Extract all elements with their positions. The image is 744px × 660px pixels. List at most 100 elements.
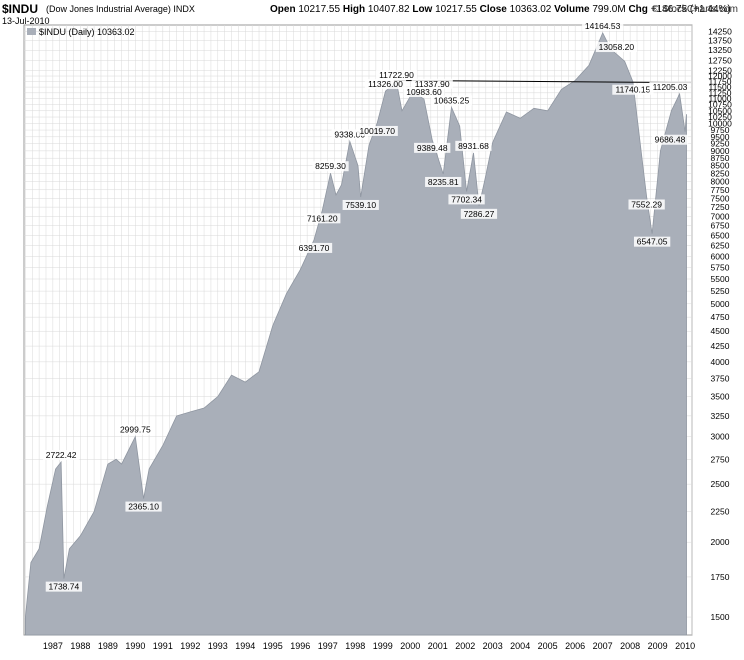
y-tick-label: 12250	[708, 66, 732, 76]
annotation-label: 9389.48	[417, 143, 448, 153]
annotation-label: 8931.68	[458, 141, 489, 151]
annotation-bg	[342, 199, 379, 210]
y-tick-label: 4500	[711, 326, 730, 336]
annotation-label: 6547.05	[637, 237, 668, 247]
x-tick-label: 2005	[538, 641, 558, 651]
annotations: 2722.42 1738.74 2999.75 2365.10 6391.70 7161.…	[42, 20, 691, 592]
annotation-bg	[430, 95, 473, 106]
y-tick-label: 9250	[711, 139, 730, 149]
y-tick-label: 8750	[711, 153, 730, 163]
chg-value: +146.75 (+1.44%)	[650, 4, 731, 15]
y-tick-label: 8000	[711, 177, 730, 187]
annotation-bg	[414, 142, 451, 153]
x-axis-ticks: 1987 1988 1989 1990 1991 1992 1993 1994 1995 1996…	[43, 641, 695, 651]
y-tick-label: 11250	[708, 88, 731, 98]
annotation-label: 7539.10	[345, 200, 376, 210]
annotation-label: 7161.20	[307, 213, 338, 223]
annotation-label: 8259.30	[315, 161, 346, 171]
x-tick-label: 2006	[565, 641, 585, 651]
annotation-bg	[628, 199, 665, 210]
annotation-bg	[304, 213, 341, 224]
annotation-label: 9686.48	[655, 135, 686, 145]
y-tick-label: 6750	[711, 221, 730, 231]
exchange-code: INDX	[173, 4, 195, 14]
y-tick-label: 10500	[708, 106, 732, 116]
brand-watermark: © StockCharts.com	[651, 4, 738, 15]
annotation-label: 2999.75	[120, 425, 151, 435]
annotation-label: 7702.34	[451, 194, 482, 204]
y-tick-label: 3250	[711, 411, 730, 421]
annotation-bg	[651, 134, 689, 145]
x-tick-label: 2003	[483, 641, 503, 651]
annotation-label: 13058.20	[599, 42, 635, 52]
annotation-bg	[649, 81, 691, 92]
y-tick-label: 11000	[708, 94, 731, 104]
index-full-name: (Dow Jones Industrial Average)	[46, 4, 171, 14]
annotation-bg	[633, 236, 671, 247]
y-tick-label: 6250	[711, 241, 730, 251]
legend-swatch	[27, 28, 36, 35]
series-legend: $INDU (Daily) 10363.02	[27, 27, 135, 37]
volume-label: Volume	[554, 4, 590, 15]
x-tick-label: 1989	[98, 641, 118, 651]
annotation-bg	[42, 449, 80, 460]
annotation-bg	[411, 78, 453, 89]
high-value: 10407.82	[367, 4, 410, 15]
annotation-label: 11722.90	[379, 70, 414, 80]
volume-value: 799.0M	[592, 4, 626, 15]
annotation-label: 10019.70	[360, 126, 396, 136]
y-tick-label: 14250	[708, 26, 732, 36]
annotation-bg	[582, 20, 624, 31]
annotation-label: 2722.42	[46, 450, 77, 460]
annotation-bg	[312, 161, 349, 172]
annotation-bg	[356, 125, 398, 136]
y-tick-label: 7750	[711, 185, 730, 195]
high-label: High	[342, 4, 366, 15]
y-tick-label: 12750	[708, 55, 732, 65]
open-value: 10217.55	[298, 4, 341, 15]
annotation-label: 7552.29	[631, 200, 662, 210]
y-tick-label: 7000	[711, 211, 730, 221]
annotation-bg	[364, 79, 407, 90]
annotation-label: 10635.25	[434, 95, 470, 105]
annotation-bg	[331, 129, 368, 140]
x-tick-label: 2009	[648, 641, 668, 651]
annotation-label: 7286.27	[464, 209, 495, 219]
chart-date: 13-Jul-2010	[2, 16, 50, 26]
x-tick-label: 2000	[400, 641, 420, 651]
x-tick-label: 1994	[235, 641, 255, 651]
x-tick-label: 2007	[593, 641, 613, 651]
y-tick-label: 1500	[711, 612, 730, 622]
y-tick-label: 8500	[711, 161, 730, 171]
annotation-bg	[45, 581, 83, 592]
x-tick-label: 1997	[318, 641, 338, 651]
symbol-title: $INDU	[2, 2, 39, 16]
y-tick-label: 5000	[711, 299, 730, 309]
annotation-label: 2365.10	[128, 502, 159, 512]
y-tick-label: 10000	[708, 118, 732, 128]
y-tick-label: 5500	[711, 274, 730, 284]
x-tick-label: 1999	[373, 641, 393, 651]
y-tick-label: 11500	[708, 82, 731, 92]
y-tick-label: 3000	[711, 432, 730, 442]
close-label: Close	[479, 4, 507, 15]
open-label: Open	[270, 4, 296, 15]
y-tick-label: 3500	[711, 392, 730, 402]
y-tick-label: 8250	[711, 169, 730, 179]
y-tick-label: 4750	[711, 312, 730, 322]
x-tick-label: 1988	[70, 641, 90, 651]
y-tick-label: 7250	[711, 202, 730, 212]
annotation-label: 11337.90	[415, 79, 450, 89]
annotation-bg	[425, 176, 462, 187]
y-tick-label: 7500	[711, 193, 730, 203]
y-axis-ticks: 1500 1750 2000 2250 2500 2750 3000 3250 3500 3750…	[708, 26, 732, 622]
y-tick-label: 2250	[711, 507, 730, 517]
annotation-bg	[125, 501, 162, 512]
low-label: Low	[412, 4, 433, 15]
y-tick-label: 1750	[711, 572, 730, 582]
annotation-bg	[117, 424, 154, 435]
annotation-label: 8235.81	[428, 177, 459, 187]
ohlc-summary: Open 10217.55 High 10407.82 Low 10217.55…	[270, 4, 731, 15]
y-tick-label: 3750	[711, 374, 730, 384]
